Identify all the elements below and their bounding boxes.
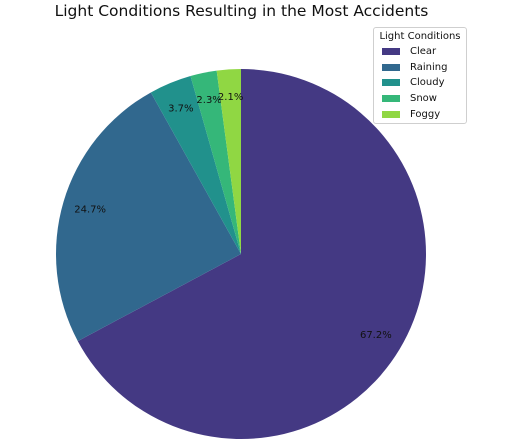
chart-title: Light Conditions Resulting in the Most A… [54,2,429,20]
pct-label-snow: 2.3% [196,95,221,106]
legend-item-raining: Raining [374,60,466,76]
pct-label-cloudy: 3.7% [168,104,193,115]
pie-slice-snow [190,70,241,254]
legend-item-clear: Clear [374,44,466,60]
legend-item-cloudy: Cloudy [374,75,466,91]
pie-slice-foggy [216,69,241,254]
pie-slice-raining [55,92,241,342]
legend-item-snow: Snow [374,91,466,107]
legend-title: Light Conditions [379,31,461,42]
pct-label-foggy: 2.1% [218,92,243,103]
legend-swatch [382,48,400,56]
legend-swatch [382,110,400,118]
legend-label: Raining [410,61,448,73]
legend-swatch [382,95,400,103]
legend-item-foggy: Foggy [374,106,466,122]
pct-label-clear: 67.2% [360,330,392,341]
legend: Light Conditions Clear Raining Cloudy Snow F… [373,27,467,124]
legend-items: Clear Raining Cloudy Snow Foggy [374,44,466,122]
legend-swatch [382,63,400,71]
legend-swatch [382,79,400,87]
legend-label: Foggy [410,108,441,120]
pct-label-raining: 24.7% [74,205,106,216]
pie-slice-cloudy [150,76,241,255]
legend-label: Snow [410,93,437,105]
legend-label: Cloudy [410,77,445,89]
legend-label: Clear [410,46,437,58]
pie-slice-clear [77,69,426,439]
